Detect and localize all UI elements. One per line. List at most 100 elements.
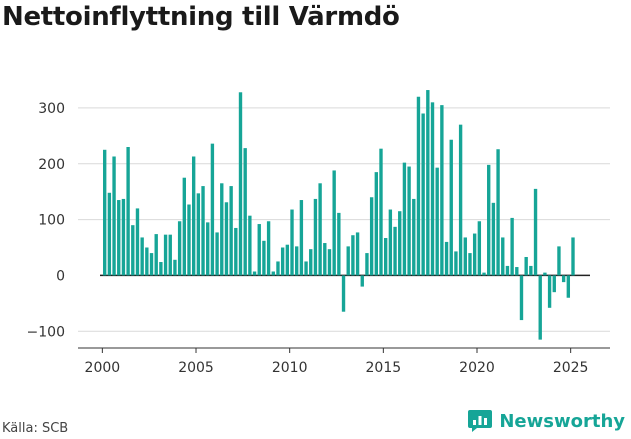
y-tick-label: −100 [27,324,65,340]
bar [444,241,449,276]
bar [121,198,126,276]
bar [430,102,435,276]
bar [266,221,271,276]
bar [248,215,252,276]
bar [421,113,425,276]
bar [159,262,163,276]
bar [468,253,472,276]
bar [571,237,575,276]
brand-name: Newsworthy [499,410,625,432]
bar [416,96,421,276]
x-tick-label: 2005 [178,360,214,376]
bar [440,105,444,276]
bar [327,249,332,276]
bar [173,259,177,276]
bar [529,265,533,276]
bar [220,183,224,276]
bar [309,249,313,276]
bar [449,139,453,276]
bar [224,202,229,276]
bar [257,224,261,276]
bar [435,167,439,276]
y-tick-label: 100 [38,213,65,229]
bar [547,275,552,308]
y-axis-labels: 300 200 100 0 −100 [27,101,65,340]
bar [538,275,542,340]
bar [107,192,112,276]
bar [519,275,524,321]
bars [103,90,575,340]
bar [346,246,350,276]
bar [360,275,364,287]
source-note: Källa: SCB [2,421,69,436]
bar [379,148,383,276]
bar [398,211,402,276]
bar [304,261,308,276]
bar [524,256,528,276]
bar [154,234,158,276]
bar [187,204,191,276]
bar [318,183,322,276]
bar [515,267,519,276]
bar [566,275,571,298]
bar [458,124,463,276]
bar [234,227,238,276]
bar [341,275,346,312]
bar [149,253,154,276]
bar [505,265,510,276]
bar [351,235,355,276]
x-tick-label: 2000 [85,360,121,376]
bar [168,234,172,276]
x-tick-label: 2020 [459,360,495,376]
bar [313,198,318,276]
bar [510,217,514,276]
bar [374,172,378,276]
bar [145,247,149,276]
bar [472,233,477,276]
x-axis: 2000 2005 2010 2015 2020 2025 [78,347,610,376]
bar [426,90,430,276]
bar [477,221,482,276]
bar [290,209,294,276]
x-tick-label: 2025 [553,360,589,376]
bar [238,92,243,276]
bar [402,162,407,276]
newsworthy-logo-icon [468,410,493,432]
bar [276,261,280,276]
bar [206,222,210,276]
bar [252,271,257,276]
bar [131,225,135,276]
bar [196,193,201,276]
bar [552,275,556,293]
bar [496,149,500,276]
bar [243,148,247,276]
bar [182,177,186,276]
bar [533,188,538,276]
bar [271,271,275,276]
bar [229,186,233,276]
bar [407,166,411,276]
bar [140,237,144,276]
bar [355,232,360,276]
bar [393,226,397,276]
bar [112,156,116,276]
bar [369,197,374,276]
y-tick-label: 0 [56,268,65,284]
bar [135,208,140,276]
bar [412,198,416,276]
chart-title: Nettoinflyttning till Värmdö [2,2,400,32]
x-tick-label: 2015 [366,360,402,376]
bar [117,200,121,276]
y-tick-label: 200 [38,157,65,173]
bar [285,244,290,276]
brand-logo: Newsworthy [467,409,625,433]
bar [210,143,215,276]
bar [295,246,299,276]
bar [561,275,566,283]
bar [365,253,369,276]
bar [543,272,547,276]
bar [280,247,285,276]
bar [332,170,336,276]
bar [383,238,388,276]
bar [482,272,486,276]
